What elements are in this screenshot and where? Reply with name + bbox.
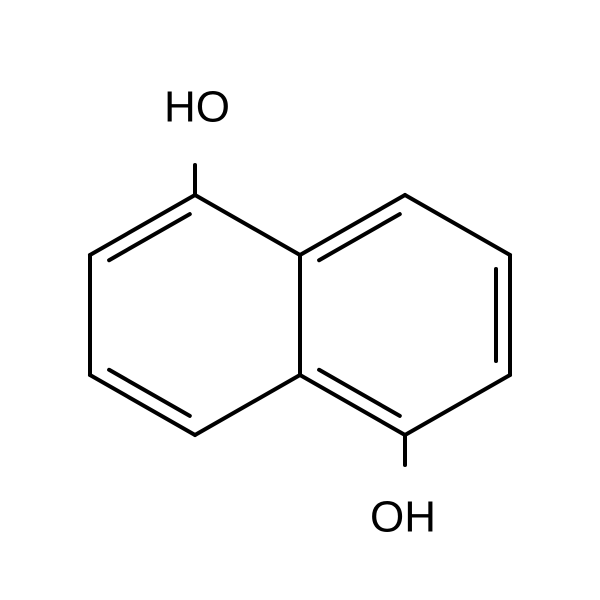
bond bbox=[300, 370, 405, 435]
bond bbox=[405, 195, 510, 255]
bond bbox=[496, 255, 510, 375]
molecule-canvas: HO OH bbox=[0, 0, 600, 600]
bond bbox=[300, 195, 405, 260]
bond bbox=[90, 195, 195, 260]
bond-layer bbox=[90, 165, 510, 465]
bond bbox=[195, 195, 300, 255]
bond bbox=[90, 370, 195, 435]
bond bbox=[405, 375, 510, 435]
atom-label: OH bbox=[370, 493, 436, 542]
bond bbox=[195, 375, 300, 435]
atom-label: HO bbox=[164, 83, 230, 132]
